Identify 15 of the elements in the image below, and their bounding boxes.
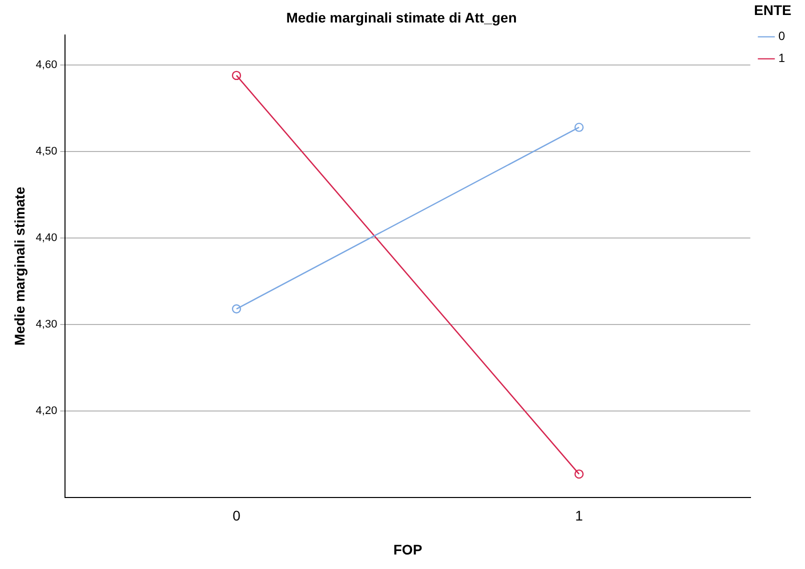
legend-title: ENTE	[754, 2, 792, 18]
x-axis-title: FOP	[393, 541, 422, 558]
y-tick-label: 4,20	[36, 404, 58, 417]
y-axis-title: Medie marginali stimate	[11, 186, 28, 346]
legend-label: 1	[778, 51, 786, 66]
point	[574, 469, 584, 479]
y-tick-label: 4,50	[36, 146, 58, 158]
chart-title: Medie marginali stimate di Att_gen	[286, 9, 517, 26]
point	[232, 304, 242, 314]
y-tick-label: 4,40	[36, 232, 58, 244]
legend-label: 0	[778, 29, 786, 44]
y-tick-label: 4,30	[36, 318, 58, 330]
y-tick-label: 4,60	[36, 59, 58, 72]
point	[574, 122, 584, 132]
point	[232, 70, 242, 80]
